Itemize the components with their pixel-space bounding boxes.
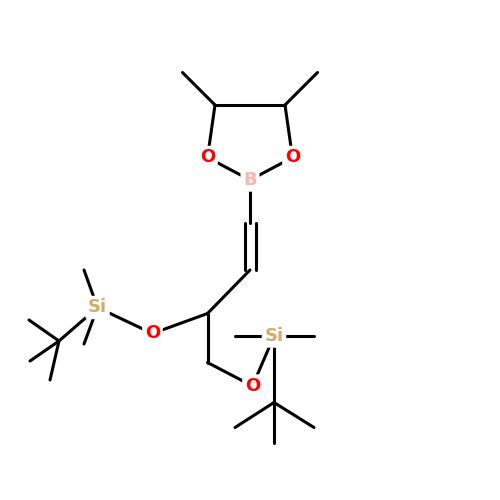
Text: O: O (245, 377, 260, 395)
Text: Si: Si (88, 298, 107, 316)
Text: O: O (285, 148, 300, 166)
Text: B: B (243, 171, 257, 189)
Text: O: O (145, 324, 160, 342)
Text: O: O (200, 148, 215, 166)
Text: Si: Si (264, 327, 283, 345)
